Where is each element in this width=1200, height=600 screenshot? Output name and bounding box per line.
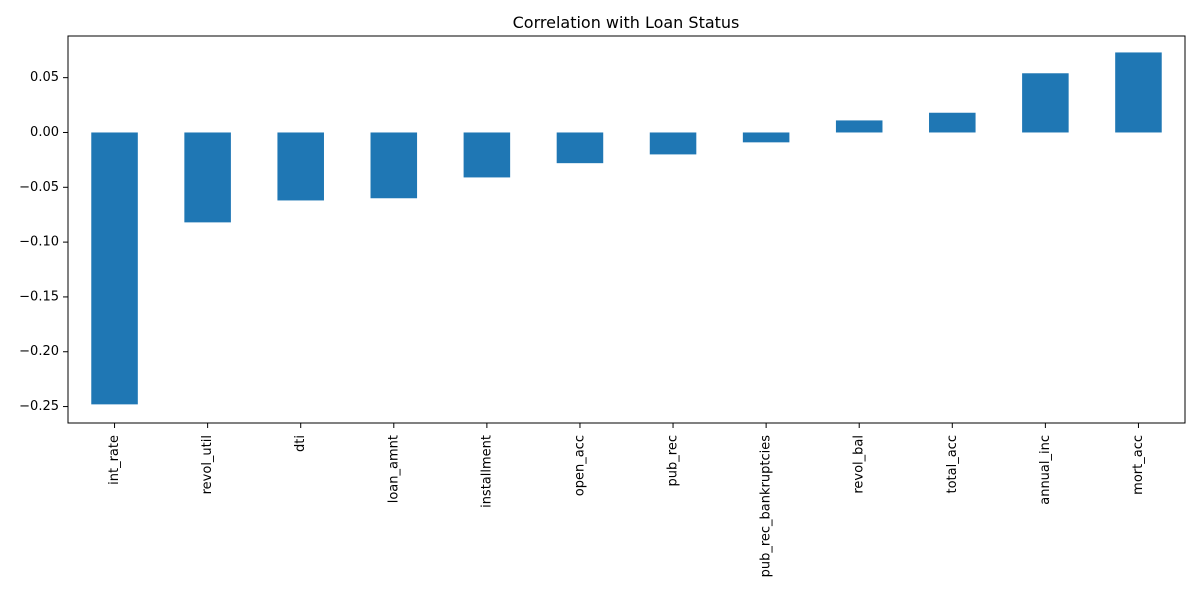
bar-int_rate [91, 132, 138, 405]
y-axis: −0.25 −0.20 −0.15 −0.10 −0.05 0.00 0.05 [19, 70, 68, 414]
x-tick-label: installment [479, 435, 494, 508]
x-tick-label: mort_acc [1131, 435, 1146, 495]
bar-pub_rec_bankruptcies [742, 132, 790, 143]
bar-revol_bal [835, 120, 883, 133]
bar-revol_util [184, 132, 231, 223]
bar-dti [277, 132, 324, 201]
bar-pub_rec [649, 132, 697, 155]
y-tick-label: −0.15 [19, 289, 59, 304]
x-tick-label: loan_amnt [386, 435, 401, 503]
y-tick-label: −0.10 [19, 235, 59, 250]
y-tick-label: −0.05 [19, 180, 59, 195]
x-tick-label: revol_bal [852, 435, 867, 494]
y-tick-label: 0.05 [30, 70, 59, 85]
plot-frame [67, 35, 1186, 424]
y-tick-label: −0.25 [19, 399, 59, 414]
y-tick-label: −0.20 [19, 344, 59, 359]
bar-mort_acc [1115, 52, 1162, 133]
x-tick-label: open_acc [572, 435, 587, 496]
x-tick-label: total_acc [945, 435, 960, 494]
bar-total_acc [929, 112, 976, 133]
x-tick-label: revol_util [200, 435, 215, 494]
chart-title: Correlation with Loan Status [513, 13, 740, 32]
y-tick-label: 0.00 [30, 125, 59, 140]
x-tick-label: int_rate [107, 435, 122, 485]
bar-loan_amnt [370, 132, 418, 199]
x-tick-label: pub_rec_bankruptcies [759, 435, 774, 578]
bar-installment [463, 132, 511, 178]
bar-annual_inc [1022, 73, 1069, 133]
x-tick-label: dti [293, 435, 308, 452]
x-axis: int_rate revol_util dti loan_amnt installmen… [107, 423, 1146, 577]
x-tick-label: pub_rec [666, 435, 681, 486]
bar-open_acc [556, 132, 604, 164]
x-tick-label: annual_inc [1038, 435, 1053, 505]
bars-group [91, 52, 1162, 405]
